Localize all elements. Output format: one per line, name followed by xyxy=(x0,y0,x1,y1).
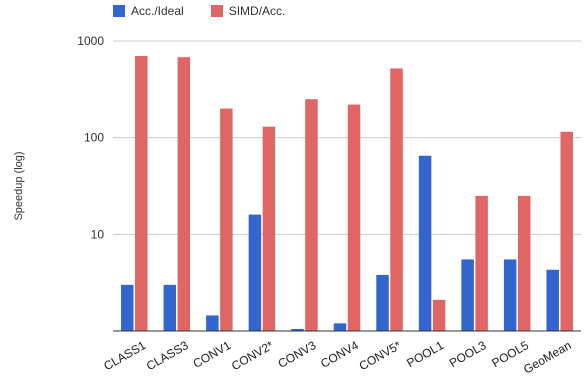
legend-item-acc-ideal[interactable]: Acc./Ideal xyxy=(113,4,184,18)
bar-simd-acc-pool3[interactable] xyxy=(475,195,488,331)
legend-label-acc-ideal: Acc./Ideal xyxy=(131,4,184,18)
bar-acc-ideal-pool5[interactable] xyxy=(503,259,517,331)
bar-acc-ideal-conv1[interactable] xyxy=(206,315,219,331)
x-tick-label: CONV4 xyxy=(318,338,361,371)
bar-simd-acc-class1[interactable] xyxy=(135,55,148,332)
bar-acc-ideal-class1[interactable] xyxy=(121,284,134,331)
bar-simd-acc-geomean[interactable] xyxy=(560,131,573,331)
bar-simd-acc-conv1[interactable] xyxy=(220,108,233,331)
bar-acc-ideal-conv4[interactable] xyxy=(333,323,347,331)
bars xyxy=(121,55,573,332)
y-axis-label: Speedup (log) xyxy=(13,151,25,220)
x-tick-label: CLASS3 xyxy=(144,338,191,373)
legend-item-simd-acc[interactable]: SIMD/Acc. xyxy=(210,4,286,18)
legend-swatch-acc-ideal xyxy=(113,5,125,17)
bar-simd-acc-conv4[interactable] xyxy=(347,104,361,331)
y-tick-label: 100 xyxy=(84,131,104,145)
y-axis-tick-labels: 1000 100 10 xyxy=(77,34,104,241)
legend: Acc./Ideal SIMD/Acc. xyxy=(113,4,312,18)
x-tick-label: CLASS1 xyxy=(101,338,148,373)
y-tick-label: 10 xyxy=(91,227,105,241)
bar-acc-ideal-geomean[interactable] xyxy=(546,269,559,331)
x-tick-label: GeoMean xyxy=(521,338,574,376)
bar-simd-acc-class3[interactable] xyxy=(177,57,191,332)
legend-swatch-simd-acc xyxy=(210,5,223,17)
gridlines xyxy=(113,40,581,235)
bar-simd-acc-conv5[interactable] xyxy=(390,68,403,332)
x-tick-label: POOL3 xyxy=(447,338,489,370)
x-tick-label: POOL1 xyxy=(404,338,446,370)
x-tick-label: CONV1 xyxy=(190,338,233,371)
x-tick-label: CONV3 xyxy=(276,338,319,371)
bar-simd-acc-pool1[interactable] xyxy=(432,299,446,331)
bar-acc-ideal-pool3[interactable] xyxy=(461,259,474,331)
bar-simd-acc-conv2[interactable] xyxy=(262,126,276,331)
bar-acc-ideal-conv3[interactable] xyxy=(291,328,304,331)
x-tick-label: CONV2* xyxy=(229,338,276,373)
x-tick-label: CONV5* xyxy=(357,338,404,373)
bar-acc-ideal-conv5[interactable] xyxy=(376,274,389,331)
bar-simd-acc-pool5[interactable] xyxy=(517,195,531,331)
y-tick-label: 1000 xyxy=(77,34,104,48)
bar-acc-ideal-pool1[interactable] xyxy=(418,155,432,331)
bar-simd-acc-conv3[interactable] xyxy=(305,99,318,332)
bar-acc-ideal-conv2[interactable] xyxy=(248,214,262,331)
legend-label-simd-acc: SIMD/Acc. xyxy=(228,4,286,18)
bar-acc-ideal-class3[interactable] xyxy=(163,284,177,331)
